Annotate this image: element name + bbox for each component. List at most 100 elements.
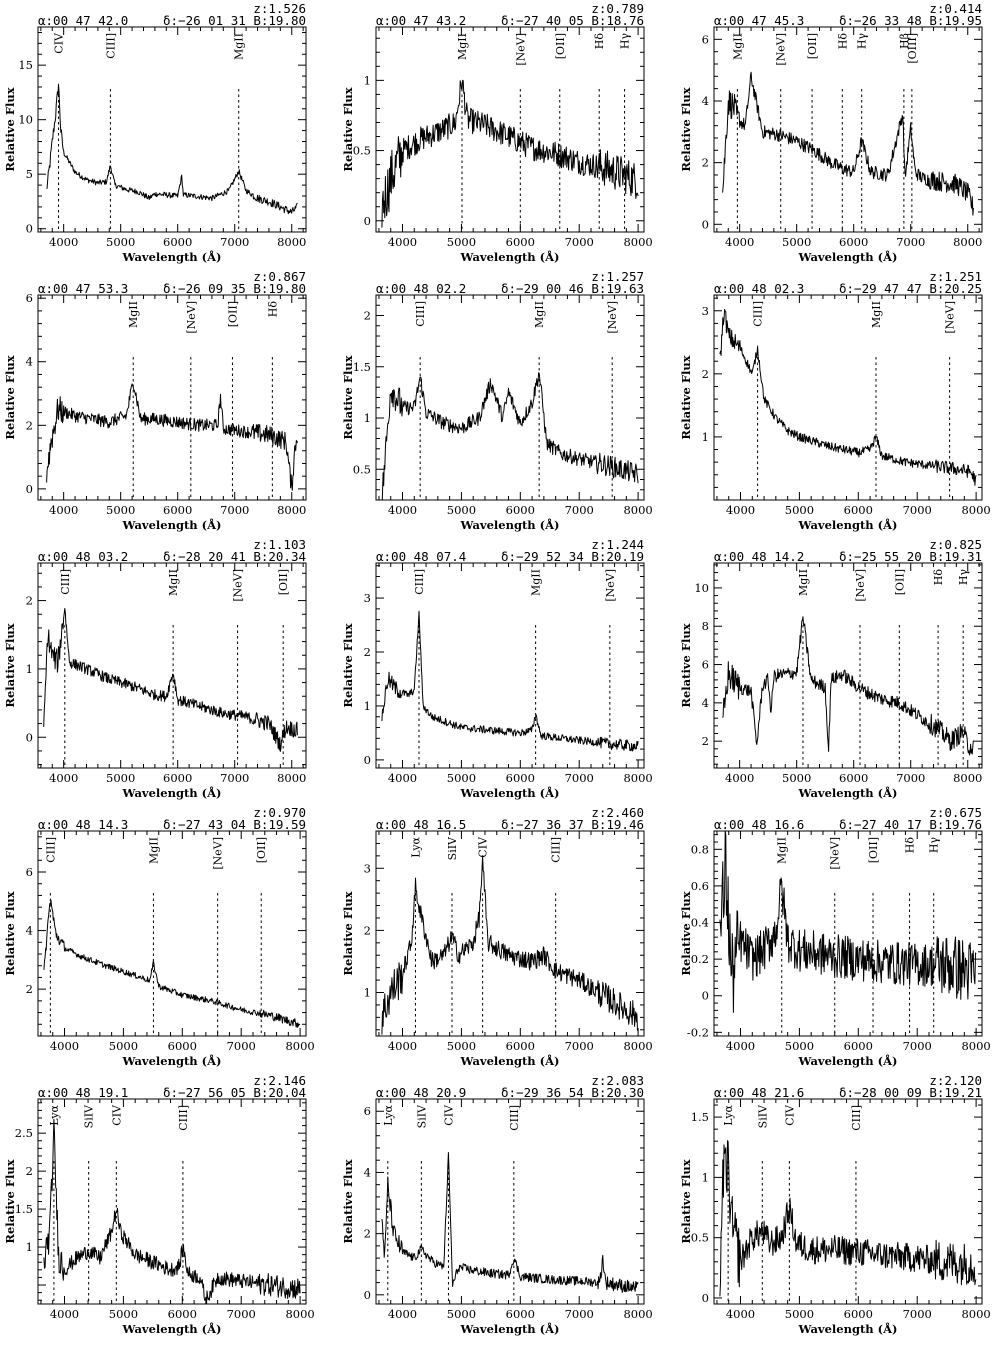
spectrum-panel-2: z:0.789 α:00 47 43.2 δ:−27 40 05 B:18.76 MgI… [341,1,653,264]
b-magnitude-label: B:19.76 [929,817,982,832]
redshift-label: z:1.244 [591,537,644,552]
spectrum-panel-9: z:0.825 α:00 48 14.2 δ:−25 55 20 B:19.31 MgI… [679,537,983,800]
x-tick-label: 7000 [903,1039,932,1053]
y-tick-label: 4 [364,1165,371,1179]
redshift-label: z:0.414 [929,1,982,16]
declination-label: δ:−27 40 17 [839,817,922,832]
x-tick-label: 8000 [961,503,990,517]
declination-label: δ:−27 56 05 [163,1085,246,1100]
x-tick-label: 6000 [163,503,192,517]
x-tick-label: 5000 [447,503,476,517]
emission-line-label: CIII] [177,1105,190,1131]
right-ascension-label: α:00 48 14.2 [714,549,804,564]
emission-line-label: SiIV [756,1104,769,1128]
x-axis-label: Wavelength (Å) [460,786,560,800]
emission-line-label: [OII] [867,837,880,863]
spectrum-trace [722,616,974,756]
right-ascension-label: α:00 47 42.0 [38,13,128,28]
y-axis-label: Relative Flux [3,623,17,707]
y-tick-label: 1 [26,662,33,676]
y-tick-label: 1.5 [691,1110,709,1124]
y-tick-label: 0 [364,214,371,228]
spectrum-panel-12: z:0.675 α:00 48 16.6 δ:−27 40 17 B:19.76 MgI… [679,805,991,1068]
right-ascension-label: α:00 48 20.9 [376,1085,466,1100]
x-tick-label: 7000 [903,1307,932,1321]
plot-frame [375,562,645,769]
x-tick-label: 5000 [106,235,135,249]
y-axis-label: Relative Flux [679,891,693,975]
emission-line-label: Hγ [856,33,869,50]
x-tick-label: 5000 [447,1307,476,1321]
y-axis-label: Relative Flux [3,355,17,439]
declination-label: δ:−28 20 41 [163,549,246,564]
spectrum-trace [381,1152,639,1293]
x-tick-label: 4000 [726,1307,755,1321]
y-tick-label: 6 [364,1104,371,1118]
y-tick-label: 2 [364,309,371,323]
y-tick-label: 4 [702,94,709,108]
spectrum-trace [719,831,977,1013]
x-tick-label: 8000 [953,771,982,785]
x-tick-label: 6000 [168,1307,197,1321]
b-magnitude-label: B:19.63 [591,281,644,296]
spectrum-trace [43,1118,301,1304]
emission-line-label: MgII [797,569,810,596]
y-tick-label: 2.5 [15,1126,33,1140]
emission-line-label: Hδ [593,33,606,50]
y-tick-label: 2 [364,645,371,659]
x-tick-label: 8000 [961,1039,990,1053]
x-tick-label: 5000 [782,235,811,249]
x-tick-label: 6000 [506,235,535,249]
x-tick-label: 6000 [163,235,192,249]
plot-frame [375,1098,645,1305]
x-axis-label: Wavelength (Å) [460,250,560,264]
emission-line-label: CIII] [44,837,57,863]
emission-line-label: MgII [776,837,789,864]
emission-line-label: [NeV] [829,837,842,870]
x-tick-label: 7000 [220,503,249,517]
emission-line-label: CIII] [508,1105,521,1131]
emission-line-label: MgII [456,33,469,60]
right-ascension-label: α:00 48 16.6 [714,817,804,832]
emission-line-label: Lyα [382,1104,395,1125]
redshift-label: z:0.867 [253,269,306,284]
spectrum-panel-6: z:1.251 α:00 48 02.3 δ:−29 47 47 B:20.25 CII… [679,269,991,532]
emission-line-label: CIII] [59,569,72,595]
x-tick-label: 6000 [844,1039,873,1053]
b-magnitude-label: B:19.46 [591,817,644,832]
b-magnitude-label: B:20.25 [929,281,982,296]
plot-frame [37,26,307,233]
x-axis-label: Wavelength (Å) [460,1054,560,1068]
plot-frame [713,26,983,233]
x-tick-label: 4000 [388,235,417,249]
y-axis-label: Relative Flux [679,355,693,439]
x-axis-label: Wavelength (Å) [798,1322,898,1336]
spectrum-trace [381,79,639,228]
emission-line-label: CIV [110,1104,123,1126]
x-tick-label: 5000 [447,1039,476,1053]
emission-line-label: [OII] [277,569,290,595]
y-tick-label: 8 [702,619,709,633]
x-tick-label: 8000 [623,1307,652,1321]
x-axis-label: Wavelength (Å) [122,518,222,532]
y-tick-label: 4 [26,924,33,938]
emission-line-label: MgII [530,569,543,596]
x-tick-label: 4000 [388,503,417,517]
plot-frame [37,1098,307,1305]
x-tick-label: 7000 [565,235,594,249]
y-tick-label: -0.2 [687,1025,709,1039]
plot-frame [713,830,983,1037]
redshift-label: z:1.251 [929,269,982,284]
x-tick-label: 5000 [782,771,811,785]
x-tick-label: 6000 [506,1307,535,1321]
plot-frame [37,294,307,501]
declination-label: δ:−29 47 47 [839,281,922,296]
redshift-label: z:2.460 [591,805,644,820]
x-axis-label: Wavelength (Å) [122,1322,222,1336]
x-tick-label: 7000 [903,503,932,517]
x-tick-label: 6000 [168,1039,197,1053]
x-tick-label: 4000 [388,771,417,785]
x-tick-label: 7000 [227,1307,256,1321]
spectrum-trace [719,1140,977,1297]
emission-line-label: Hδ [266,301,279,318]
